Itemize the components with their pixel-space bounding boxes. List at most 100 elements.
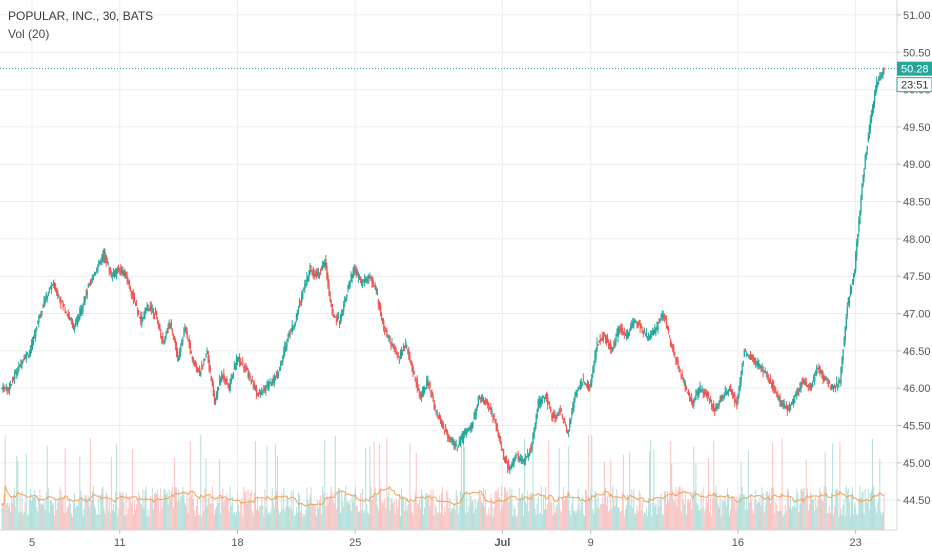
- volume-bar: [375, 494, 377, 530]
- volume-bar: [280, 512, 282, 530]
- candle-down: [669, 335, 671, 339]
- candle-down: [336, 312, 339, 323]
- volume-bar: [365, 447, 367, 530]
- volume-bar: [311, 504, 313, 530]
- volume-bar: [221, 499, 223, 530]
- volume-bar: [440, 493, 442, 530]
- volume-bar: [105, 491, 107, 530]
- volume-bar: [853, 514, 855, 530]
- volume-bar: [778, 510, 780, 530]
- candle-up: [51, 283, 54, 286]
- volume-bar: [524, 438, 526, 530]
- y-axis[interactable]: 51.0050.5050.0049.5049.0048.5048.0047.50…: [896, 0, 932, 530]
- candle-up: [815, 369, 817, 377]
- candle-down: [561, 413, 564, 420]
- volume-bar: [412, 514, 414, 530]
- volume-bar: [249, 493, 251, 530]
- candle-down: [359, 276, 362, 284]
- volume-bar: [639, 493, 641, 530]
- candle-up: [29, 345, 32, 357]
- volume-bar: [117, 516, 119, 530]
- candle-down: [57, 288, 59, 300]
- candle-down: [818, 363, 820, 374]
- volume-bar: [808, 504, 810, 530]
- volume-bar: [49, 499, 51, 530]
- volume-bar: [620, 510, 622, 530]
- candle-up: [276, 369, 279, 380]
- candle-up: [847, 297, 850, 307]
- candle-up: [683, 378, 686, 387]
- volume-bar: [879, 458, 881, 530]
- candle-up: [618, 326, 620, 336]
- volume-bar: [257, 497, 259, 530]
- volume-bar: [550, 501, 552, 530]
- volume-bar: [685, 515, 687, 530]
- candle-up: [84, 296, 86, 306]
- candle-up: [81, 305, 83, 316]
- candle-down: [674, 352, 676, 359]
- x-tick-label: Jul: [494, 537, 510, 549]
- candle-up: [194, 360, 197, 367]
- volume-bar: [673, 499, 675, 530]
- volume-bar: [664, 490, 666, 530]
- candle-down: [582, 373, 585, 383]
- candle-up: [761, 363, 763, 372]
- volume-bar: [690, 498, 692, 530]
- volume-bar: [724, 496, 726, 530]
- volume-bar: [532, 435, 534, 530]
- volume-bar: [23, 511, 25, 530]
- volume-bar: [108, 499, 110, 530]
- candle-up: [799, 382, 801, 392]
- candle-down: [547, 393, 549, 410]
- candle-down: [821, 369, 823, 379]
- candle-down: [24, 354, 26, 360]
- candle-up: [306, 272, 308, 286]
- candle-up: [877, 81, 879, 88]
- volume-bar: [323, 492, 325, 530]
- volume-bar: [566, 497, 568, 530]
- candle-down: [333, 314, 335, 318]
- volume-bar: [15, 506, 17, 530]
- volume-bar: [653, 449, 655, 530]
- volume-bar: [272, 501, 274, 530]
- candle-down: [501, 448, 504, 451]
- volume-bar: [298, 491, 300, 530]
- candle-up: [645, 328, 648, 339]
- volume-bar: [171, 486, 173, 530]
- volume-bar: [578, 503, 580, 530]
- candle-up: [616, 328, 618, 337]
- volume-bar: [762, 493, 764, 530]
- candle-down: [554, 410, 556, 424]
- volume-bar: [633, 488, 635, 530]
- candle-down: [598, 340, 600, 343]
- candle-down: [560, 408, 563, 412]
- volume-bar: [302, 516, 304, 530]
- volume-bar: [609, 510, 611, 530]
- candle-down: [12, 376, 14, 384]
- volume-bar: [828, 505, 830, 530]
- volume-bar: [597, 496, 599, 530]
- candle-up: [538, 395, 540, 409]
- volume-bar: [679, 486, 681, 530]
- volume-bar: [62, 498, 64, 530]
- candle-down: [53, 279, 55, 288]
- x-axis[interactable]: 11 18 25 Jul 9 16 235: [0, 529, 897, 549]
- volume-bar: [202, 496, 204, 530]
- candle-up: [694, 396, 696, 403]
- volume-bar: [829, 512, 831, 530]
- candle-down: [188, 335, 190, 349]
- volume-bar: [747, 450, 749, 530]
- candle-up: [467, 427, 469, 433]
- volume-bar: [101, 488, 103, 530]
- volume-bar: [65, 512, 67, 530]
- volume-bar: [189, 441, 191, 530]
- candle-down: [148, 307, 150, 312]
- candle-down: [414, 376, 416, 382]
- candle-up: [451, 437, 453, 445]
- volume-bar: [43, 500, 45, 530]
- candle-up: [407, 348, 409, 355]
- volume-bar: [312, 504, 314, 530]
- volume-bar: [399, 516, 401, 530]
